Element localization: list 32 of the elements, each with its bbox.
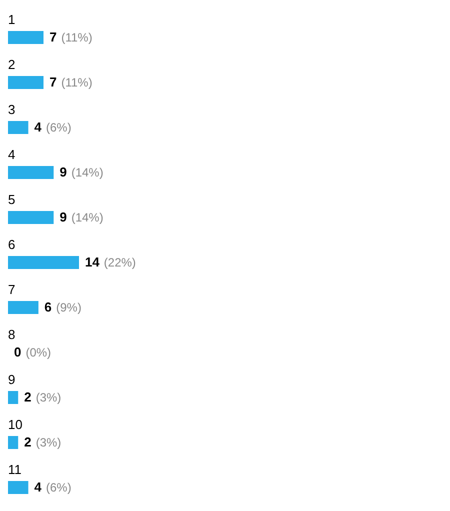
bar <box>8 121 28 134</box>
y-tick-label: 4 <box>8 147 16 162</box>
bar <box>8 481 28 494</box>
y-tick-label: 6 <box>8 237 16 252</box>
bar <box>8 166 54 179</box>
text: 9 (14%) <box>60 210 104 224</box>
y-tick-label: 10 <box>8 417 22 432</box>
bar <box>8 76 44 89</box>
bar <box>8 211 54 224</box>
text: 7 (11%) <box>50 30 92 44</box>
y-tick-label: 5 <box>8 192 16 207</box>
text: 4 (6%) <box>34 120 72 134</box>
text: 9 (14%) <box>60 164 104 180</box>
bar <box>8 31 44 44</box>
y-tick-label: 1 <box>8 12 16 27</box>
y-tick-label: 11 <box>8 462 22 477</box>
bar <box>8 391 18 404</box>
text: 6 (9%) <box>44 300 82 314</box>
y-tick-label: 7 <box>8 282 16 297</box>
y-tick-label: 3 <box>8 102 16 117</box>
y-tick-label: 2 <box>8 57 16 72</box>
bar <box>8 436 18 449</box>
text: 2 (3%) <box>24 390 62 404</box>
y-tick-label: 9 <box>8 372 16 387</box>
bar <box>8 301 38 314</box>
text: 0 (0%) <box>14 344 52 360</box>
bar <box>8 256 79 269</box>
y-tick-label: 8 <box>8 327 16 342</box>
text: 7 (11%) <box>50 74 92 90</box>
data-label: 14 (22%) <box>85 254 136 270</box>
text: 4 (6%) <box>34 480 72 494</box>
text: 2 (3%) <box>24 434 62 450</box>
